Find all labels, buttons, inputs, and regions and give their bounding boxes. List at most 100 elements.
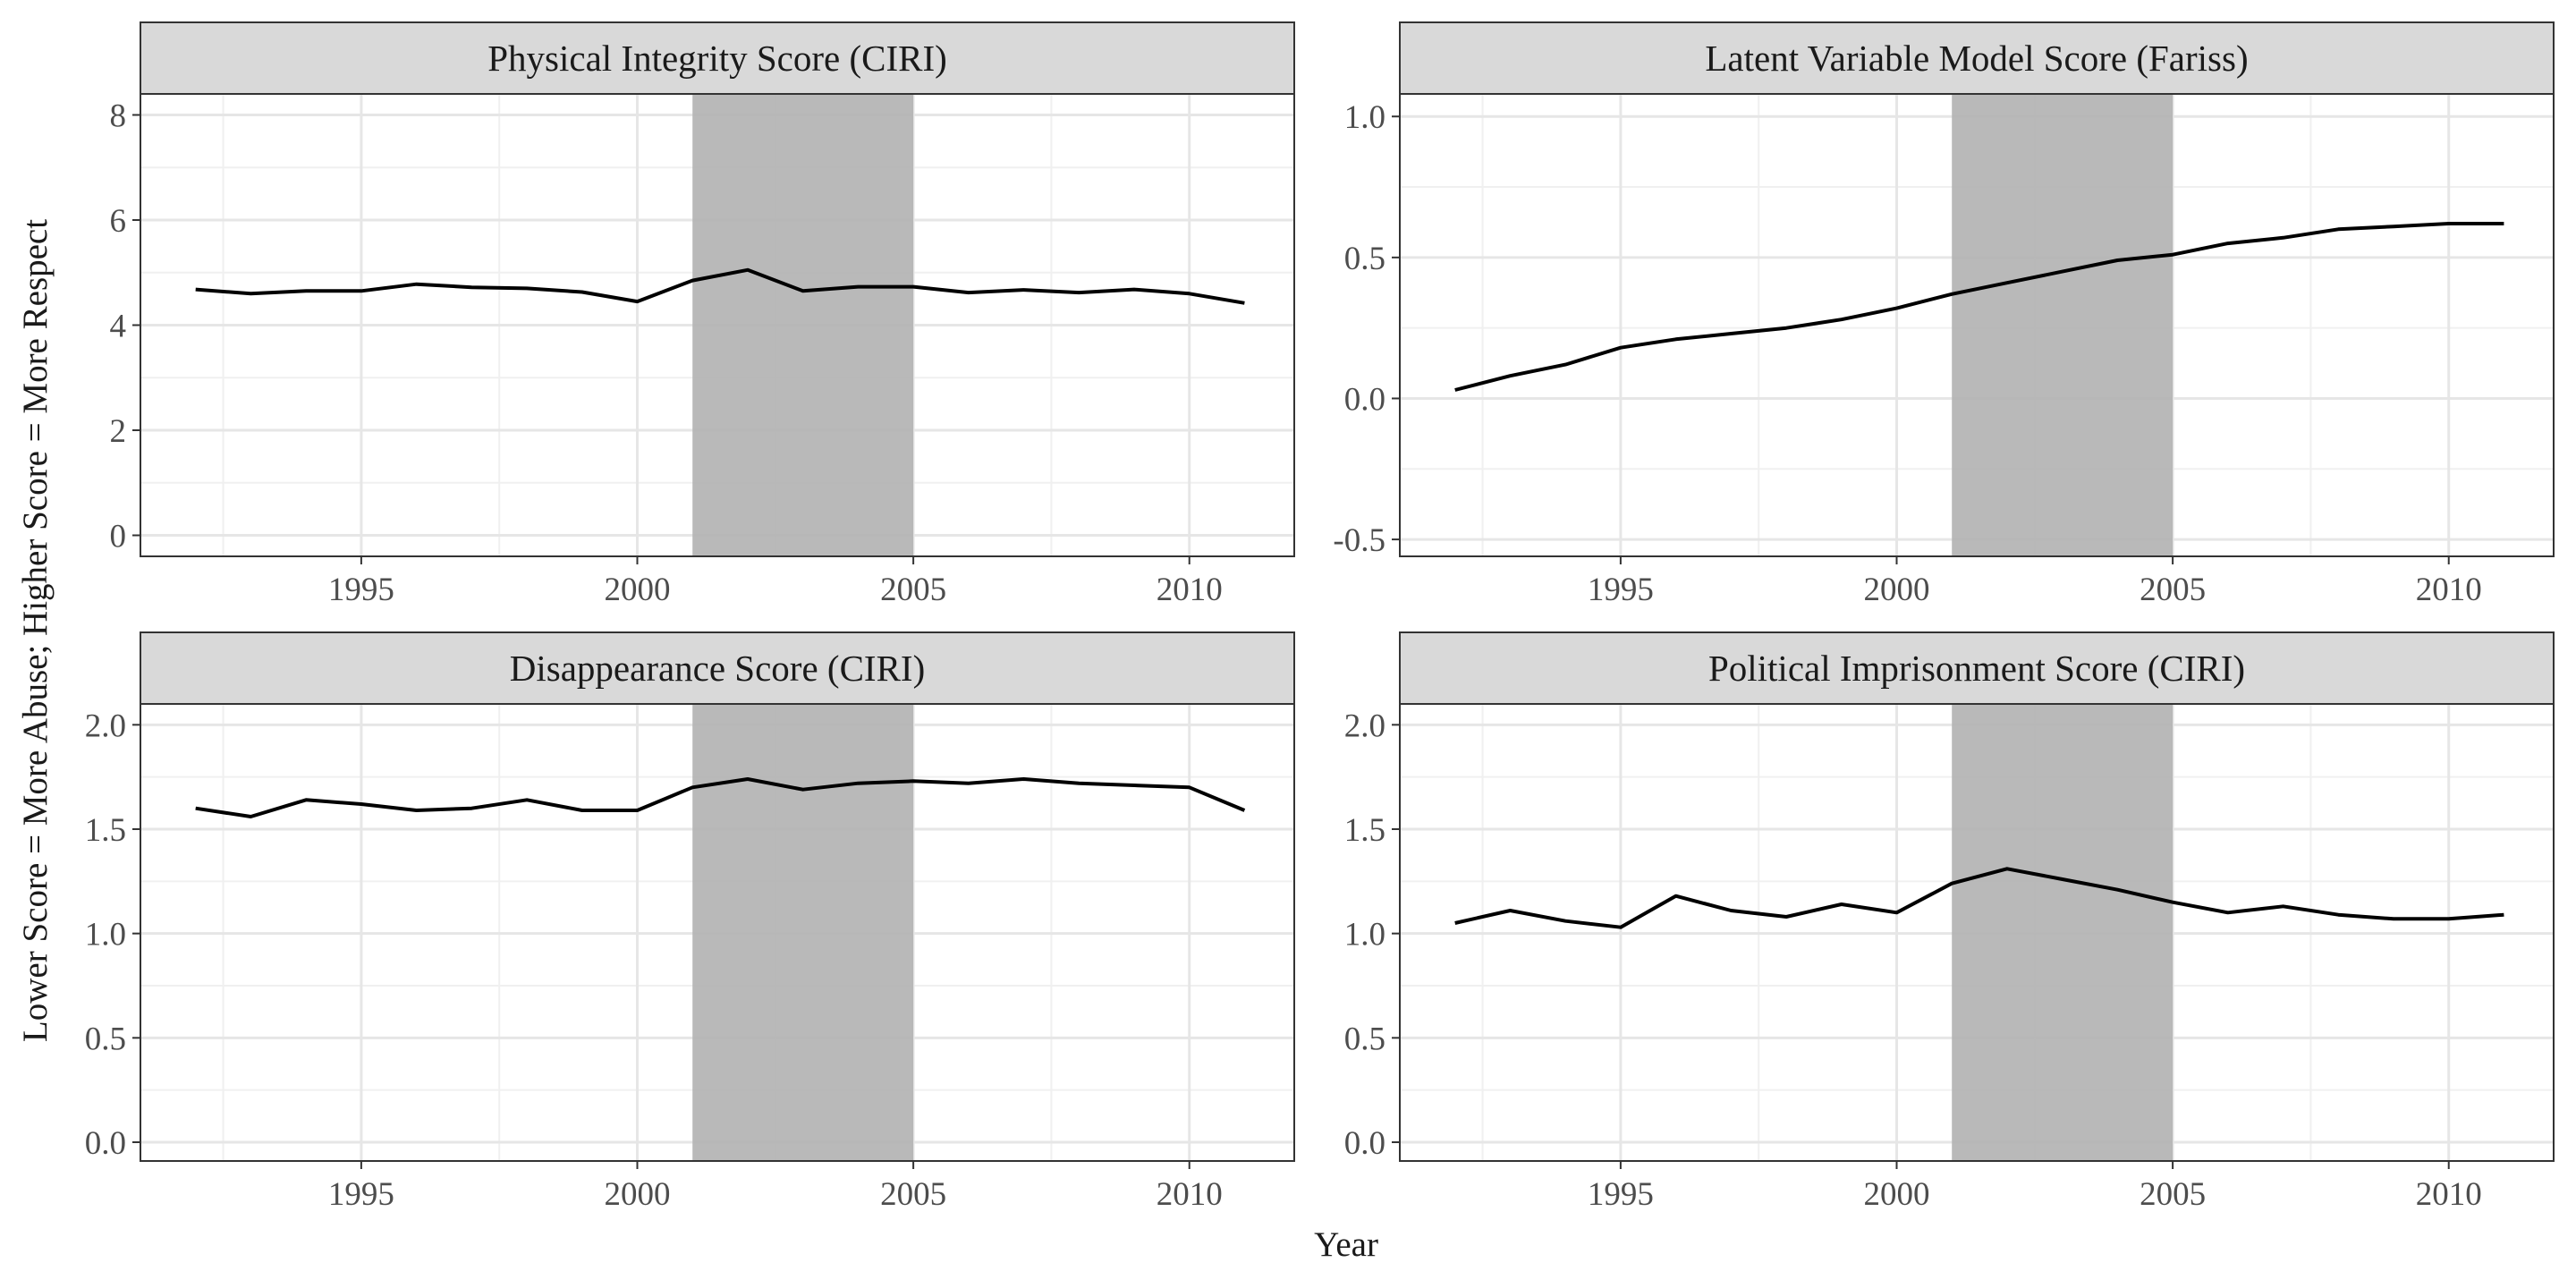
y-tick-label: 2 [110, 413, 127, 450]
panel-4: Political Imprisonment Score (CIRI) 0.0 0.… [1344, 631, 2555, 1213]
shaded-period [1952, 704, 2174, 1161]
data-point [249, 815, 252, 818]
data-point [2115, 888, 2119, 892]
series-line [1454, 867, 2504, 929]
data-point [967, 291, 970, 294]
data-point [1619, 926, 1623, 929]
data-point [1674, 337, 1678, 341]
data-point [911, 285, 915, 289]
data-point [360, 289, 363, 292]
data-point [801, 289, 805, 292]
data-point [1729, 332, 1733, 335]
y-tick-label: 1.0 [85, 917, 126, 953]
y-tick-label: 0.0 [85, 1125, 126, 1162]
data-point [1784, 326, 1788, 330]
data-point [2226, 911, 2230, 914]
x-tick-label: 2000 [605, 572, 671, 608]
data-point [1895, 911, 1899, 914]
data-point [2115, 258, 2119, 262]
panel-1: Physical Integrity Score (CIRI) 0 2 4 6 8 1995… [110, 21, 1295, 608]
data-point [2336, 913, 2340, 917]
data-point [1022, 777, 1026, 781]
data-point [2447, 222, 2451, 225]
data-point [856, 285, 860, 289]
data-point [360, 802, 363, 806]
x-tick-label: 2010 [2416, 572, 2482, 608]
data-point [2005, 281, 2009, 284]
data-point [746, 268, 750, 272]
x-tick-label: 1995 [1588, 1176, 1654, 1213]
data-point [2171, 901, 2174, 904]
data-point [1840, 902, 1843, 906]
y-tick-label: 0.5 [1344, 241, 1385, 277]
data-point [2061, 270, 2064, 274]
shaded-period [692, 94, 914, 556]
y-tick-label: 1.5 [1344, 812, 1385, 849]
data-point [1563, 919, 1567, 923]
x-tick-label: 1995 [1588, 572, 1654, 608]
data-point [2226, 242, 2230, 245]
y-tick-label: 1.0 [1344, 917, 1385, 953]
data-point [2171, 253, 2174, 257]
data-point [304, 289, 308, 292]
y-tick-label: 8 [110, 98, 127, 135]
data-point [746, 777, 750, 781]
data-point [1508, 909, 1512, 912]
data-point [1453, 921, 1457, 925]
data-point [1132, 288, 1136, 292]
series-line [195, 777, 1246, 818]
data-point [1895, 307, 1899, 310]
x-tick-label: 1995 [328, 572, 394, 608]
y-tick-label: 0.5 [85, 1021, 126, 1057]
data-point [1188, 292, 1191, 295]
x-tick-label: 2005 [880, 572, 946, 608]
data-point [1840, 318, 1843, 321]
data-point [1077, 291, 1080, 294]
data-point [636, 300, 640, 303]
data-point [2502, 913, 2505, 917]
x-tick-label: 2010 [1157, 572, 1223, 608]
data-point [1077, 782, 1080, 785]
panel-title: Political Imprisonment Score (CIRI) [1708, 648, 2245, 689]
x-tick-label: 2005 [2140, 1176, 2206, 1213]
data-point [2005, 867, 2009, 870]
y-tick-label: 2.0 [1344, 708, 1385, 744]
data-point [856, 782, 860, 785]
panels-layer: Physical Integrity Score (CIRI) 0 2 4 6 8 1995… [85, 21, 2555, 1213]
data-point [415, 809, 419, 812]
data-point [1508, 374, 1512, 377]
panel-border [1399, 703, 2555, 1162]
data-point [1242, 809, 1246, 812]
data-point [470, 807, 473, 810]
x-tick-label: 2010 [2416, 1176, 2482, 1213]
data-point [470, 285, 473, 289]
x-tick-label: 1995 [328, 1176, 394, 1213]
data-point [1188, 785, 1191, 789]
y-tick-label: 0.0 [1344, 1125, 1385, 1162]
data-point [194, 288, 198, 292]
data-point [2392, 917, 2395, 920]
y-tick-label: 1.5 [85, 812, 126, 849]
y-tick-label: 2.0 [85, 708, 126, 744]
data-point [1242, 301, 1246, 305]
y-tick-label: 0.0 [1344, 381, 1385, 418]
x-axis-title: Year [1314, 1225, 1378, 1264]
data-point [2502, 222, 2505, 225]
x-tick-label: 2010 [1157, 1176, 1223, 1213]
series-line [1454, 222, 2504, 392]
strip-background [1399, 631, 2555, 705]
data-point [580, 290, 584, 293]
shaded-period [692, 704, 914, 1161]
series-line [195, 267, 1245, 305]
panel-border [1399, 93, 2555, 557]
data-point [691, 279, 694, 283]
strip-background [140, 631, 1295, 705]
data-point [2282, 904, 2285, 908]
y-tick-label: 0 [110, 519, 127, 555]
panel-2: Latent Variable Model Score (Fariss) -0.5… [1333, 21, 2555, 608]
data-point [415, 283, 419, 286]
y-tick-label: 1.0 [1344, 99, 1385, 136]
data-point [636, 809, 640, 812]
x-tick-label: 2000 [605, 1176, 671, 1213]
